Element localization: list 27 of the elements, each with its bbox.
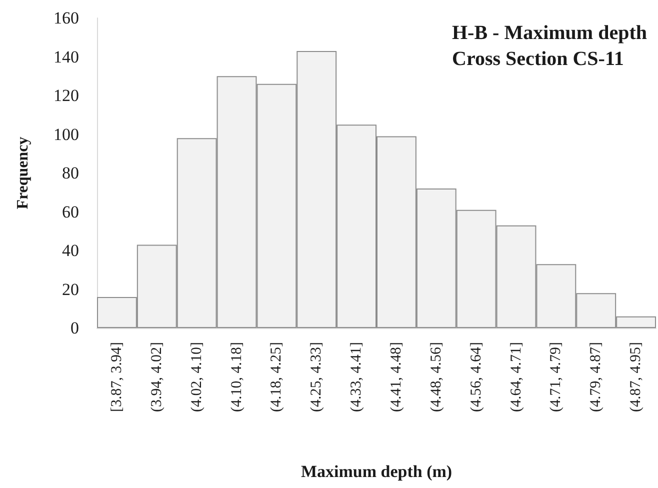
x-tick-label: [3.87, 3.94]	[108, 342, 125, 412]
y-tick-label: 40	[62, 241, 79, 260]
x-tick-label: (4.64, 4.71]	[508, 342, 524, 412]
text: Cross Section CS-11	[452, 48, 624, 70]
y-tick-label: 20	[62, 280, 79, 299]
x-tick-label: (4.18, 4.25]	[268, 342, 285, 412]
y-tick-label: 120	[54, 86, 79, 105]
x-tick-label: (4.87, 4.95]	[628, 342, 644, 412]
x-tick-label: (4.48, 4.56]	[428, 342, 444, 412]
x-tick-label: (4.33, 4.41]	[348, 342, 365, 412]
y-tick-label: 0	[70, 318, 79, 338]
y-tick-label: 100	[54, 124, 79, 144]
x-tick-label: (4.25, 4.33]	[308, 342, 325, 412]
x-tick-label: (4.71, 4.79]	[548, 342, 564, 412]
y-tick-label: 60	[62, 202, 79, 222]
x-tick-label: (4.02, 4.10]	[188, 342, 205, 412]
chart-title: H-B - Maximum depth	[452, 22, 647, 44]
x-axis-title: Maximum depth (m)	[300, 462, 452, 481]
x-tick-label: (4.41, 4.48]	[388, 342, 404, 412]
y-tick-label: 160	[54, 8, 79, 28]
x-tick-label: (3.94, 4.02]	[148, 342, 165, 412]
x-tick-label: (4.56, 4.64]	[468, 342, 484, 412]
x-tick-label: (4.10, 4.18]	[228, 342, 245, 412]
y-axis-title: Frequency	[14, 136, 32, 210]
x-tick-label: (4.79, 4.87]	[588, 342, 604, 412]
y-tick-label: 140	[54, 47, 79, 66]
y-tick-label: 80	[62, 164, 79, 182]
